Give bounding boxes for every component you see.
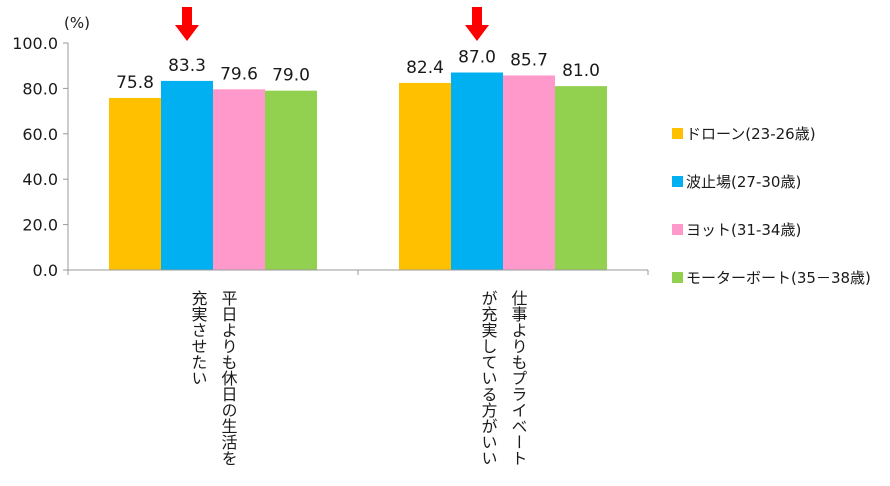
bar xyxy=(399,82,451,271)
bar xyxy=(213,89,265,270)
x-axis xyxy=(67,269,649,275)
data-label: 75.8 xyxy=(116,73,154,93)
legend: ドローン(23-26歳) 波止場(27-30歳) ヨット(31-34歳) モーターボー… xyxy=(672,125,871,287)
legend-label: モーターボート(35－38歳) xyxy=(686,269,871,287)
data-label: 79.6 xyxy=(220,64,258,84)
category-label: 充実させたい xyxy=(189,290,208,386)
data-label: 82.4 xyxy=(406,58,444,78)
data-labels: 75.8 83.3 79.6 79.0 82.4 87.0 85.7 81.0 xyxy=(116,48,600,93)
bar xyxy=(451,72,503,270)
y-tick-label: 80.0 xyxy=(22,79,58,98)
down-arrow-icon xyxy=(465,7,489,41)
legend-swatch xyxy=(672,224,683,235)
data-label: 85.7 xyxy=(510,50,548,70)
category-label: が充実している方がいい xyxy=(479,290,498,466)
bar xyxy=(265,90,317,270)
y-tick-label: 40.0 xyxy=(22,170,58,189)
y-tick-label: 100.0 xyxy=(12,34,58,53)
data-label: 83.3 xyxy=(168,56,206,76)
bar xyxy=(109,97,161,271)
legend-swatch xyxy=(672,128,683,139)
data-label: 87.0 xyxy=(458,48,496,68)
y-unit-label: (%) xyxy=(64,14,90,32)
legend-swatch xyxy=(672,176,683,187)
legend-swatch xyxy=(672,272,683,283)
bars xyxy=(109,72,607,271)
legend-label: ドローン(23-26歳) xyxy=(686,125,816,143)
legend-label: 波止場(27-30歳) xyxy=(686,173,801,191)
highlight-arrows xyxy=(175,7,489,41)
data-label: 81.0 xyxy=(562,61,600,81)
y-tick-label: 60.0 xyxy=(22,125,58,144)
bar xyxy=(555,86,607,270)
data-label: 79.0 xyxy=(272,66,310,86)
legend-label: ヨット(31-34歳) xyxy=(686,221,801,239)
bar xyxy=(161,80,213,270)
y-tick-label: 0.0 xyxy=(33,261,58,280)
category-label: 平日よりも休日の生活を xyxy=(219,290,238,466)
down-arrow-icon xyxy=(175,7,199,41)
bar xyxy=(503,75,555,270)
y-tick-label: 20.0 xyxy=(22,216,58,235)
category-label: 仕事よりもプライベート xyxy=(509,290,528,466)
y-axis: 0.0 20.0 40.0 60.0 80.0 100.0 (%) xyxy=(12,14,90,280)
